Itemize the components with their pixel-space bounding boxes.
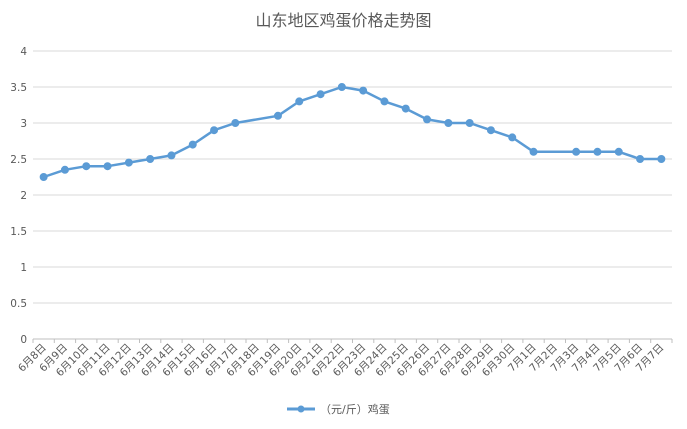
chart-title: 山东地区鸡蛋价格走势图 (255, 11, 431, 30)
y-tick-label: 1 (20, 262, 27, 274)
x-axis-ticks: 6月8日6月9日6月10日6月11日6月12日6月13日6月14日6月15日6月… (16, 339, 673, 379)
y-tick-label: 3.5 (10, 82, 27, 94)
series-line (43, 85, 662, 179)
data-point (401, 104, 410, 113)
data-point (423, 115, 432, 124)
data-point (593, 147, 602, 156)
y-tick-label: 0 (20, 334, 27, 346)
data-point (465, 119, 474, 127)
data-point (444, 119, 453, 127)
data-point (636, 155, 645, 163)
data-point (231, 119, 240, 127)
data-point (146, 155, 155, 163)
data-point (572, 147, 581, 156)
y-tick-label: 2 (20, 190, 27, 202)
y-axis-ticks: 0 0.5 1 1.5 2 2.5 3 3.5 4 (10, 46, 27, 346)
y-tick-label: 4 (20, 46, 27, 58)
y-tick-label: 2.5 (10, 154, 27, 166)
y-tick-label: 1.5 (10, 226, 27, 238)
gridlines (33, 50, 672, 340)
y-tick-label: 0.5 (10, 298, 27, 310)
data-point (529, 147, 538, 156)
data-point (39, 173, 48, 181)
legend-label: （元/斤）鸡蛋 (320, 402, 390, 416)
series-layer (39, 83, 666, 181)
data-point (167, 151, 176, 160)
data-point (103, 162, 112, 171)
legend-point-marker (297, 405, 305, 413)
data-point (614, 147, 623, 156)
legend: （元/斤）鸡蛋 (287, 402, 390, 416)
data-point (486, 126, 495, 135)
data-point (295, 97, 304, 106)
data-point (273, 111, 282, 120)
data-point (124, 158, 133, 167)
data-point (210, 126, 219, 135)
data-point (188, 140, 197, 149)
data-point (380, 97, 389, 106)
data-point (316, 90, 325, 99)
data-point (657, 155, 666, 163)
data-point (60, 165, 69, 174)
data-point (337, 83, 346, 91)
data-point (82, 162, 91, 171)
y-tick-label: 3 (20, 118, 27, 130)
data-point (359, 86, 368, 95)
data-point (508, 133, 517, 142)
